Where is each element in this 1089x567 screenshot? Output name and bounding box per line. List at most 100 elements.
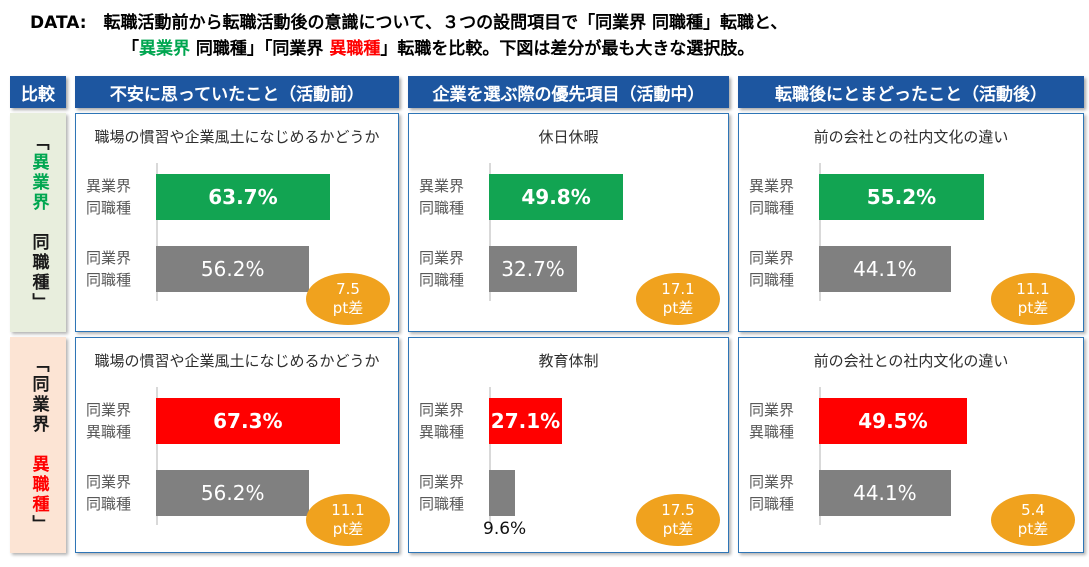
value-bar: 44.1%: [819, 246, 951, 292]
bar-row: 同業界 異職種 27.1%: [419, 391, 718, 451]
axis-line: [819, 387, 821, 525]
diff-value: 11.1: [1016, 280, 1050, 299]
bar-row: 同業界 同職種 44.1%: [749, 239, 1073, 299]
diff-value: 11.1: [331, 501, 365, 520]
chart-title: 休日休暇: [538, 128, 599, 146]
bar-row: 同業界 同職種 56.2%: [86, 463, 388, 523]
bar-value-label: 32.7%: [501, 257, 565, 281]
bar-track: 44.1%: [819, 239, 1073, 299]
column-header-after: 転職後にとまどったこと（活動後）: [738, 76, 1084, 108]
row-label-cross-industry: 「異業界 同職種」: [10, 113, 66, 332]
row-label-segment: 「: [28, 132, 49, 153]
bar-value-label: 56.2%: [200, 257, 265, 281]
title-segment: 「: [122, 39, 139, 59]
diff-unit: pt差: [662, 520, 694, 538]
value-bar: 49.8%: [489, 174, 624, 220]
bar-chart: 異業界 同職種 63.7% 同業界 同職種: [86, 163, 388, 301]
row-label-text: 「同業界 異職種」: [28, 355, 49, 535]
diff-badge: 17.1 pt差: [636, 273, 720, 325]
diff-value: 7.5: [336, 280, 360, 299]
bar-row: 同業界 同職種 56.2%: [86, 239, 388, 299]
diff-unit: pt差: [1017, 299, 1049, 317]
bar-row: 同業界 同職種 9.6%: [419, 463, 718, 539]
column-header-during: 企業を選ぶ際の優先項目（活動中）: [408, 76, 729, 108]
bar-track: 49.5%: [819, 391, 1073, 451]
slide-title-line2: 「異業界 同職種」「同業界 異職種」転職を比較。下図は差分が最も大きな選択肢。: [122, 36, 1079, 62]
bar-value-label: 49.5%: [858, 409, 928, 433]
bar-row: 同業界 異職種 49.5%: [749, 391, 1073, 451]
bar-category-label: 同業界 同職種: [419, 248, 465, 290]
value-bar: 63.7%: [156, 174, 330, 220]
diff-unit: pt差: [1017, 520, 1049, 538]
bar-category-label: 同業界 同職種: [86, 248, 132, 290]
value-bar: 67.3%: [156, 398, 340, 444]
diff-badge: 17.5 pt差: [636, 494, 720, 546]
bar-value-label: 44.1%: [853, 481, 917, 505]
diff-value: 17.5: [661, 501, 695, 520]
bar-row: 同業界 同職種 44.1%: [749, 463, 1073, 523]
bar-row: 同業界 異職種 67.3%: [86, 391, 388, 451]
value-bar: 9.6%: [483, 470, 526, 539]
diff-unit: pt差: [662, 299, 694, 317]
slide-title: DATA: 転職活動前から転職活動後の意識について、３つの設問項目で「同業界 同…: [0, 0, 1089, 62]
bar-track: 63.7%: [156, 167, 388, 227]
diff-value: 5.4: [1021, 501, 1045, 520]
row-label-segment: 」: [28, 515, 49, 535]
row-label-text: 「異業界 同職種」: [28, 132, 49, 313]
bar-value-label: 63.7%: [208, 185, 278, 209]
bar-row: 異業界 同職種 63.7%: [86, 167, 388, 227]
row-label-segment-green: 異業界: [28, 152, 49, 213]
chart-card: 教育体制 同業界 異職種 27.1% 同業界: [408, 337, 729, 553]
value-bar: 44.1%: [819, 470, 951, 516]
bar-category-label: 異業界 同職種: [86, 176, 132, 218]
bar-category-label: 異業界 同職種: [749, 176, 795, 218]
value-bar: 56.2%: [156, 246, 310, 292]
chart-card: 職場の慣習や企業風土になじめるかどうか 異業界 同職種 63.7%: [75, 113, 399, 332]
bar-chart: 同業界 異職種 27.1% 同業界 同職種: [419, 387, 718, 539]
bar-value-label: 44.1%: [853, 257, 917, 281]
value-bar: 56.2%: [156, 470, 310, 516]
bar-row: 異業界 同職種 49.8%: [419, 167, 718, 227]
bar-chart: 異業界 同職種 55.2% 同業界 同職種: [749, 163, 1073, 301]
chart-card: 前の会社との社内文化の違い 同業界 異職種 49.5%: [738, 337, 1084, 553]
bar-category-label: 同業界 異職種: [419, 400, 465, 442]
diff-badge: 11.1 pt差: [306, 494, 390, 546]
value-bar: 27.1%: [489, 398, 562, 444]
axis-line: [156, 387, 158, 525]
bar-category-label: 同業界 同職種: [419, 472, 465, 514]
chart-title: 職場の慣習や企業風土になじめるかどうか: [94, 128, 380, 146]
row-label-segment-red: 異職種: [28, 455, 49, 515]
bar-category-label: 異業界 同職種: [419, 176, 465, 218]
axis-line: [489, 163, 491, 301]
bar-track: 55.2%: [819, 167, 1073, 227]
chart-title: 前の会社との社内文化の違い: [813, 352, 1009, 370]
chart-card: 前の会社との社内文化の違い 異業界 同職種 55.2%: [738, 113, 1084, 332]
bar-track: 67.3%: [156, 391, 388, 451]
bar-track: 32.7%: [489, 239, 718, 299]
bar-value-label: 49.8%: [521, 185, 591, 209]
row-label-segment: 「同業界: [28, 355, 49, 455]
bar-category-label: 同業界 同職種: [86, 472, 132, 514]
column-header-before: 不安に思っていたこと（活動前）: [75, 76, 399, 108]
bar-track: 9.6%: [483, 463, 718, 539]
bar-track: 27.1%: [489, 391, 718, 451]
comparison-grid: 比較 不安に思っていたこと（活動前） 企業を選ぶ際の優先項目（活動中） 転職後に…: [10, 76, 1089, 553]
title-segment: 」転職を比較。下図は差分が最も大きな選択肢。: [380, 39, 755, 59]
value-bar: 55.2%: [819, 174, 984, 220]
title-segment-red: 異職種: [329, 39, 381, 59]
diff-badge: 7.5 pt差: [306, 273, 390, 325]
diff-badge: 11.1 pt差: [991, 273, 1075, 325]
diff-unit: pt差: [332, 520, 364, 538]
chart-card: 職場の慣習や企業風土になじめるかどうか 同業界 異職種 67.3%: [75, 337, 399, 553]
axis-line: [489, 387, 491, 525]
axis-line: [156, 163, 158, 301]
bar-chart: 同業界 異職種 67.3% 同業界 同職種: [86, 387, 388, 525]
diff-unit: pt差: [332, 299, 364, 317]
bar-category-label: 同業界 同職種: [749, 472, 795, 514]
chart-title: 教育体制: [538, 352, 599, 370]
bar-category-label: 同業界 異職種: [86, 400, 132, 442]
title-segment: 同職種」「同業界: [190, 39, 330, 59]
chart-title: 前の会社との社内文化の違い: [813, 128, 1009, 146]
bar-chart: 異業界 同職種 49.8% 同業界 同職種: [419, 163, 718, 301]
